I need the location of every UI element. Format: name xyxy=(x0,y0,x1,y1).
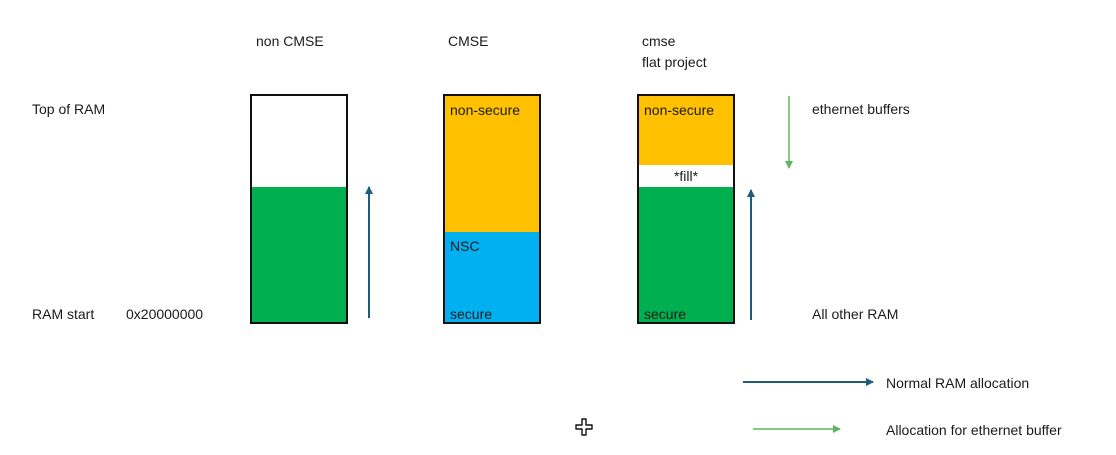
segment-non-secure-label: non-secure xyxy=(450,102,521,118)
column-cmse-flat: non-secure *fill* secure xyxy=(637,94,735,324)
label-ram-start: RAM start xyxy=(32,306,95,322)
segment-flat-non-secure: non-secure xyxy=(639,96,733,165)
segment-allocated xyxy=(252,187,346,322)
label-all-other-ram: All other RAM xyxy=(812,306,899,322)
segment-nsc-label: NSC xyxy=(450,238,480,254)
column-cmse: non-secure NSC secure xyxy=(443,94,541,324)
segment-fill: *fill* xyxy=(639,165,733,187)
label-ethernet-buffers: ethernet buffers xyxy=(812,101,910,117)
move-cross-icon xyxy=(575,418,593,436)
segment-non-secure: non-secure xyxy=(445,96,539,232)
header-cmse-flat-line2: flat project xyxy=(642,54,707,70)
segment-fill-label: *fill* xyxy=(673,168,699,184)
column-non-cmse xyxy=(250,94,348,324)
header-cmse-flat-line1: cmse xyxy=(642,33,676,49)
segment-flat-non-secure-label: non-secure xyxy=(644,102,715,118)
segment-nsc-secure: NSC secure xyxy=(445,232,539,322)
segment-flat-secure-label: secure xyxy=(644,306,687,322)
label-top-of-ram: Top of RAM xyxy=(32,101,106,117)
segment-secure-label: secure xyxy=(450,306,493,322)
header-non-cmse: non CMSE xyxy=(256,33,324,49)
header-cmse: CMSE xyxy=(448,33,489,49)
legend-normal-label: Normal RAM allocation xyxy=(886,375,1030,391)
segment-flat-secure: secure xyxy=(639,187,733,322)
legend-ethernet-label: Allocation for ethernet buffer xyxy=(886,422,1062,438)
label-ram-start-address: 0x20000000 xyxy=(126,306,204,322)
